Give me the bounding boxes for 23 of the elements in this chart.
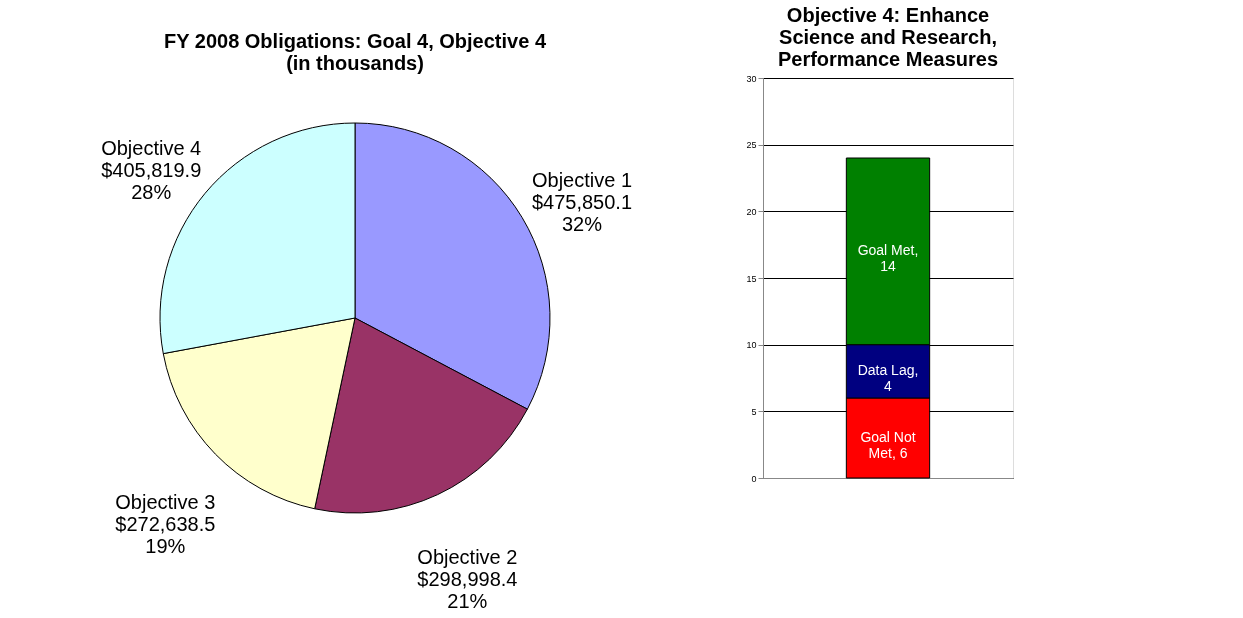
slice-label: Objective 2 — [417, 545, 518, 568]
data-label: Goal Not Met, 6 — [860, 429, 916, 461]
slice-label: Objective 3 — [115, 491, 216, 514]
y-tick-label: 10 — [746, 340, 757, 351]
data-label: $405,819.9 28% — [101, 158, 202, 203]
text: Science and Research, — [779, 26, 997, 48]
data-label: Data Lag, 4 — [857, 362, 919, 395]
text: Performance Measures — [777, 48, 999, 70]
text: Objective 4: Enhance — [786, 4, 990, 26]
data-label: $272,638.5 19% — [115, 513, 216, 558]
data-label: Goal Met, 14 — [857, 242, 919, 275]
y-tick-label: 0 — [751, 473, 757, 484]
y-tick-label: 25 — [746, 140, 757, 151]
text: FY 2008 Obligations: Goal 4, Objective 4 — [164, 30, 546, 52]
y-tick-label: 20 — [746, 206, 757, 217]
text: (in thousands) — [286, 52, 424, 74]
y-tick-label: 15 — [746, 273, 757, 284]
data-label: $475,850.1 32% — [531, 191, 633, 236]
slice-label: Objective 1 — [531, 169, 633, 192]
y-tick-label: 30 — [746, 73, 757, 84]
slice-label: Objective 4 — [101, 136, 202, 159]
y-tick-label: 5 — [751, 406, 757, 417]
data-label: $298,998.4 21% — [417, 567, 518, 612]
